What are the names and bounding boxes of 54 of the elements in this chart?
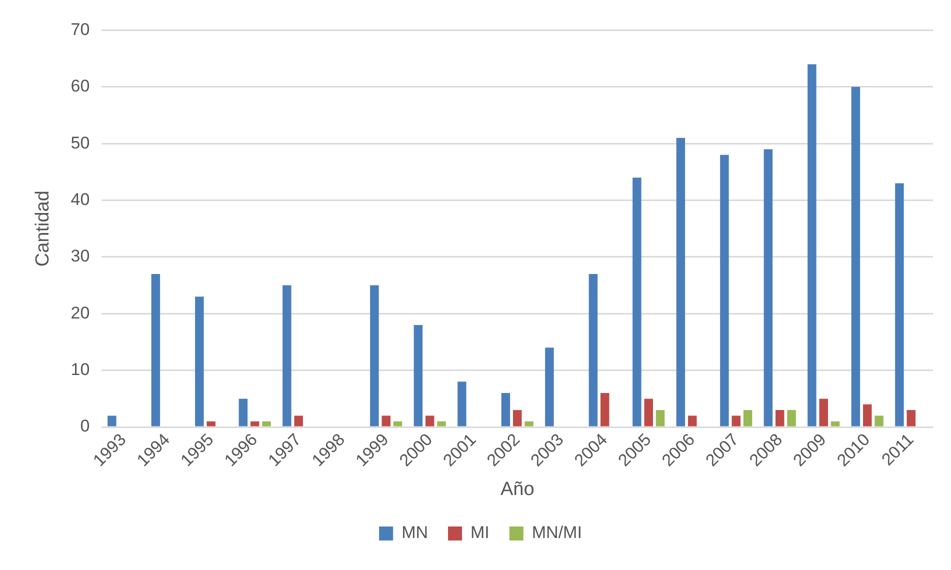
bar [414, 324, 423, 426]
y-tick-label: 20 [70, 303, 90, 322]
bar [732, 416, 740, 426]
bar [676, 138, 686, 426]
bar [787, 410, 796, 426]
bar [262, 421, 271, 426]
bar [545, 348, 554, 426]
bar [862, 404, 872, 426]
bar [808, 64, 816, 426]
bar [644, 398, 653, 426]
bar [688, 416, 697, 426]
bar [108, 416, 116, 426]
bar [282, 285, 292, 426]
bar [250, 421, 260, 426]
bar [151, 274, 160, 426]
bar [775, 410, 784, 426]
bar [382, 416, 390, 426]
x-axis-title: Año [500, 478, 534, 500]
bar [195, 296, 204, 426]
y-tick-label: 0 [80, 416, 90, 436]
bar [437, 421, 446, 426]
y-tick-label: 50 [70, 133, 90, 152]
bar [393, 421, 402, 426]
bar [524, 421, 534, 426]
bar [632, 178, 642, 426]
bar [370, 285, 379, 426]
bar [238, 398, 248, 426]
bar [588, 274, 598, 426]
bar [874, 416, 884, 426]
bar [743, 410, 752, 426]
bar [895, 183, 904, 426]
y-tick-label: 60 [70, 76, 90, 96]
bar [512, 410, 522, 426]
legend-label: MI [470, 523, 490, 542]
bar [656, 410, 665, 426]
bar [206, 421, 216, 426]
bar [906, 410, 916, 426]
bar [830, 421, 840, 426]
y-axis-title: Cantidad [32, 190, 54, 267]
bar [764, 149, 773, 426]
bar [819, 398, 828, 426]
legend-label: MN [402, 523, 428, 542]
y-tick-label: 10 [70, 360, 90, 380]
bar [600, 393, 610, 426]
bar [458, 382, 466, 426]
y-tick-label: 70 [70, 20, 90, 39]
legend-label: MN/MI [532, 523, 582, 542]
y-tick-label: 40 [70, 190, 90, 209]
y-tick-label: 30 [70, 246, 90, 266]
bar [294, 416, 303, 426]
bar [851, 86, 860, 426]
bar [501, 393, 510, 426]
bar [720, 154, 729, 426]
bar [425, 416, 434, 426]
